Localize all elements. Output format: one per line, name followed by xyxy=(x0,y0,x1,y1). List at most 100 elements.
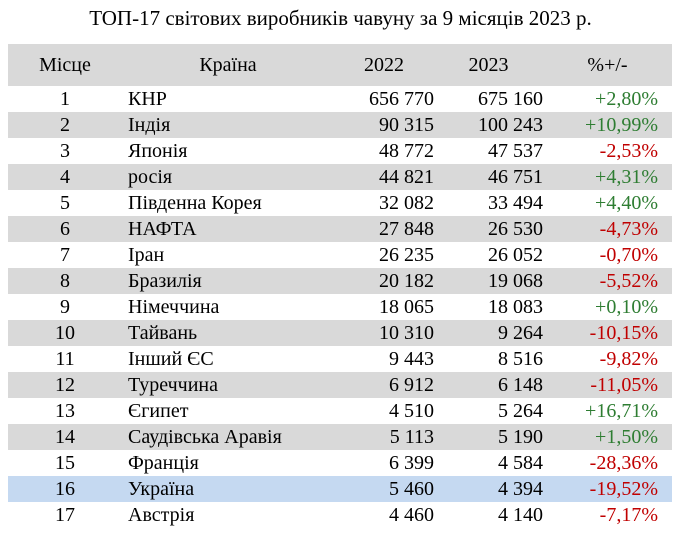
cell-country: КНР xyxy=(128,88,167,110)
cell-change: -4,73% xyxy=(543,216,672,242)
cell-country: Японія xyxy=(128,140,188,162)
table-row: 12 Туреччина 6 912 6 148 -11,05% xyxy=(8,372,672,398)
cell-country: Південна Корея xyxy=(128,192,262,214)
cell-rank: 8 xyxy=(8,268,122,294)
cell-value-2022: 20 182 xyxy=(334,268,434,294)
cell-country: Тайвань xyxy=(122,320,334,346)
cell-change: -10,15% xyxy=(543,320,672,346)
cell-country: Єгипет xyxy=(128,400,189,422)
cell-country: Індія xyxy=(122,112,334,138)
cell-change: -0,70% xyxy=(599,244,658,266)
cell-value-2023: 46 751 xyxy=(434,164,543,190)
cell-value-2023: 4 140 xyxy=(498,504,543,526)
cell-value-2022: 4 460 xyxy=(389,504,434,526)
cell-value-2022: 32 082 xyxy=(379,192,434,214)
cell-value-2023: 33 494 xyxy=(488,192,543,214)
cell-value-2022: 4 510 xyxy=(389,400,434,422)
cell-country: росія xyxy=(122,164,334,190)
table-row: 11 Інший ЄС 9 443 8 516 -9,82% xyxy=(8,346,672,372)
table-row: 17 Австрія 4 460 4 140 -7,17% xyxy=(8,502,672,528)
cell-change: -11,05% xyxy=(543,372,672,398)
producers-table: Місце Країна 2022 2023 %+/- 1 КНР 656 770 6… xyxy=(8,44,672,528)
cell-value-2023: 9 264 xyxy=(434,320,543,346)
cell-value-2023: 5 264 xyxy=(498,400,543,422)
cell-value-2023: 4 394 xyxy=(434,476,543,502)
cell-change: +2,80% xyxy=(595,88,658,110)
cell-value-2023: 100 243 xyxy=(434,112,543,138)
cell-country: Франція xyxy=(128,452,199,474)
header-change: %+/- xyxy=(543,44,672,86)
cell-value-2022: 9 443 xyxy=(389,348,434,370)
table-row: 1 КНР 656 770 675 160 +2,80% xyxy=(8,86,672,112)
cell-value-2023: 26 530 xyxy=(434,216,543,242)
cell-value-2023: 4 584 xyxy=(498,452,543,474)
cell-country: Україна xyxy=(122,476,334,502)
cell-rank: 16 xyxy=(8,476,122,502)
table-row: 14 Саудівська Аравія 5 113 5 190 +1,50% xyxy=(8,424,672,450)
table-row: 10 Тайвань 10 310 9 264 -10,15% xyxy=(8,320,672,346)
cell-change: -7,17% xyxy=(599,504,658,526)
cell-rank: 14 xyxy=(8,424,122,450)
cell-rank: 13 xyxy=(55,400,75,422)
cell-change: -19,52% xyxy=(543,476,672,502)
cell-country: Бразилія xyxy=(122,268,334,294)
cell-rank: 9 xyxy=(60,296,70,318)
cell-value-2022: 5 113 xyxy=(334,424,434,450)
cell-rank: 7 xyxy=(60,244,70,266)
cell-value-2022: 90 315 xyxy=(334,112,434,138)
cell-country: Інший ЄС xyxy=(128,348,214,370)
cell-change: +1,50% xyxy=(543,424,672,450)
header-row: Місце Країна 2022 2023 %+/- xyxy=(8,44,672,86)
header-country: Країна xyxy=(122,44,334,86)
table-row: 6 НАФТА 27 848 26 530 -4,73% xyxy=(8,216,672,242)
cell-rank: 11 xyxy=(55,348,75,370)
cell-change: +16,71% xyxy=(585,400,658,422)
cell-value-2023: 675 160 xyxy=(478,88,543,110)
cell-value-2023: 18 083 xyxy=(488,296,543,318)
cell-rank: 5 xyxy=(60,192,70,214)
cell-country: Німеччина xyxy=(128,296,220,318)
header-2023: 2023 xyxy=(434,44,543,86)
cell-value-2022: 10 310 xyxy=(334,320,434,346)
table-row: 4 росія 44 821 46 751 +4,31% xyxy=(8,164,672,190)
table-row: 8 Бразилія 20 182 19 068 -5,52% xyxy=(8,268,672,294)
cell-value-2022: 27 848 xyxy=(334,216,434,242)
table-row: 9 Німеччина 18 065 18 083 +0,10% xyxy=(8,294,672,320)
cell-country: Туреччина xyxy=(122,372,334,398)
cell-rank: 12 xyxy=(8,372,122,398)
cell-change: +4,40% xyxy=(595,192,658,214)
cell-value-2023: 6 148 xyxy=(434,372,543,398)
cell-rank: 6 xyxy=(8,216,122,242)
cell-change: +0,10% xyxy=(595,296,658,318)
table-row: 16 Україна 5 460 4 394 -19,52% xyxy=(8,476,672,502)
cell-country: Саудівська Аравія xyxy=(122,424,334,450)
cell-rank: 17 xyxy=(55,504,75,526)
table-row: 3 Японія 48 772 47 537 -2,53% xyxy=(8,138,672,164)
cell-value-2022: 656 770 xyxy=(369,88,434,110)
cell-rank: 4 xyxy=(8,164,122,190)
cell-value-2023: 26 052 xyxy=(488,244,543,266)
cell-value-2022: 6 912 xyxy=(334,372,434,398)
cell-value-2023: 19 068 xyxy=(434,268,543,294)
cell-rank: 15 xyxy=(55,452,75,474)
table-title: ТОП-17 світових виробників чавуну за 9 м… xyxy=(89,6,592,30)
table-row: 5 Південна Корея 32 082 33 494 +4,40% xyxy=(8,190,672,216)
cell-value-2022: 6 399 xyxy=(389,452,434,474)
cell-value-2022: 26 235 xyxy=(379,244,434,266)
cell-rank: 2 xyxy=(8,112,122,138)
cell-rank: 1 xyxy=(60,88,70,110)
header-rank: Місце xyxy=(8,44,122,86)
cell-country: Іран xyxy=(128,244,165,266)
cell-change: -5,52% xyxy=(543,268,672,294)
table-row: 15 Франція 6 399 4 584 -28,36% xyxy=(8,450,672,476)
cell-rank: 3 xyxy=(60,140,70,162)
cell-value-2022: 44 821 xyxy=(334,164,434,190)
cell-change: -2,53% xyxy=(599,140,658,162)
cell-value-2022: 48 772 xyxy=(379,140,434,162)
table-row: 7 Іран 26 235 26 052 -0,70% xyxy=(8,242,672,268)
table-row: 2 Індія 90 315 100 243 +10,99% xyxy=(8,112,672,138)
cell-value-2023: 5 190 xyxy=(434,424,543,450)
cell-value-2023: 47 537 xyxy=(488,140,543,162)
cell-value-2023: 8 516 xyxy=(498,348,543,370)
cell-change: +4,31% xyxy=(543,164,672,190)
